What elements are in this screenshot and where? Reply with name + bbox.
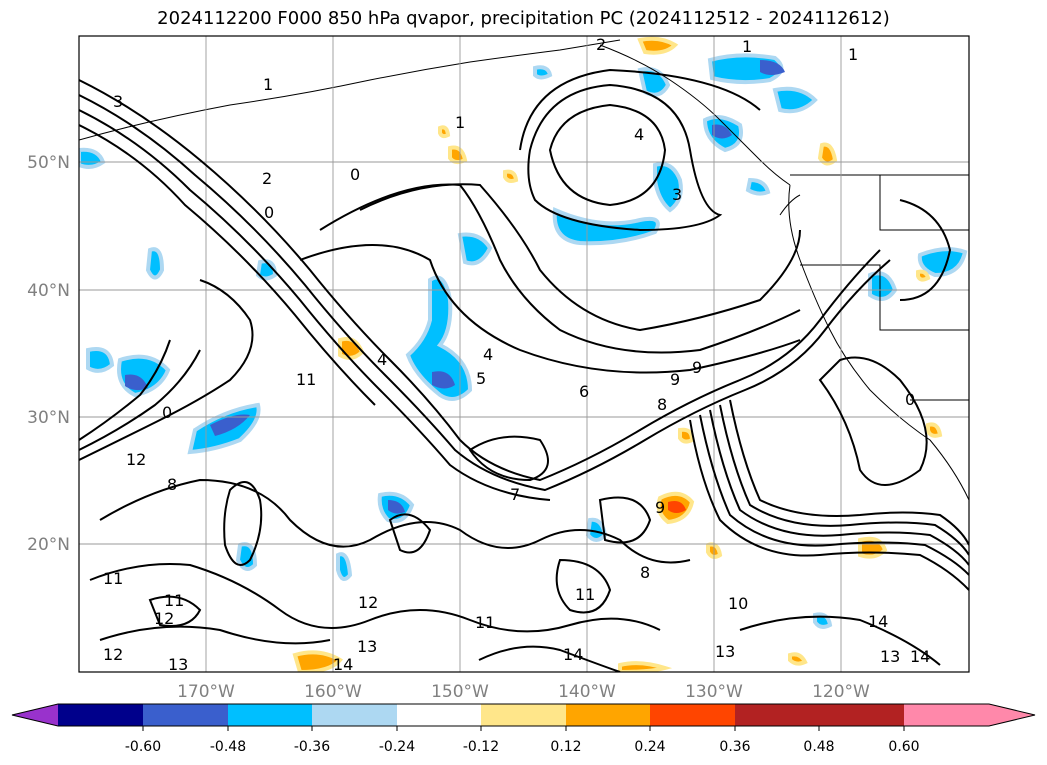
contour-label: 12 — [358, 593, 378, 612]
contour-label: 9 — [670, 370, 680, 389]
contour-label: 3 — [672, 185, 682, 204]
contour-label: 1 — [848, 45, 858, 64]
contour-label-group: 1 1 1 1 2 2 3 3 4 4 4 5 6 7 8 8 8 9 9 9 … — [103, 35, 930, 674]
contour-label: 2 — [262, 169, 272, 188]
contour-label: 14 — [333, 655, 353, 674]
contour-label: 11 — [296, 370, 316, 389]
contour-label: 1 — [455, 113, 465, 132]
contour-label: 3 — [113, 92, 123, 111]
contour-label: 11 — [164, 591, 184, 610]
map-area[interactable] — [79, 36, 969, 672]
colorbar-tick-label: -0.12 — [463, 739, 499, 755]
colorbar: -0.60 -0.48 -0.36 -0.24 -0.12 0.12 0.24 … — [11, 703, 1036, 755]
colorbar-segment — [228, 704, 312, 726]
colorbar-tick-label: -0.60 — [125, 739, 161, 755]
lat-label: 30°N — [27, 408, 70, 428]
contour-label: 8 — [640, 563, 650, 582]
colorbar-outline — [11, 703, 1036, 727]
colorbar-tick-label: -0.36 — [294, 739, 330, 755]
contour-label: 4 — [483, 345, 493, 364]
contour-label: 1 — [742, 37, 752, 56]
lon-label: 120°W — [812, 682, 870, 702]
contour-label: 4 — [377, 350, 387, 369]
lon-label: 130°W — [685, 682, 743, 702]
colorbar-left-extension — [12, 704, 58, 726]
colorbar-right-extension — [904, 704, 1035, 726]
graticule — [79, 36, 969, 672]
colorbar-segment — [566, 704, 650, 726]
contour-label: 8 — [167, 475, 177, 494]
contour-label: 2 — [596, 35, 606, 54]
contour-label: 13 — [880, 647, 900, 666]
colorbar-tick-label: 0.36 — [719, 739, 750, 755]
contour-label: 5 — [476, 369, 486, 388]
contour-label: 0 — [905, 390, 915, 409]
contour-label: 8 — [657, 395, 667, 414]
latitude-labels: 50°N 40°N 30°N 20°N — [27, 153, 70, 555]
colorbar-tick-marks — [142, 726, 905, 731]
contour-label: 12 — [126, 450, 146, 469]
contour-label: 14 — [910, 647, 930, 666]
contour-label: 11 — [103, 569, 123, 588]
contour-label: 14 — [563, 645, 583, 664]
precip-fill-layer — [79, 36, 968, 672]
contour-label: 0 — [350, 165, 360, 184]
contour-label: 6 — [579, 382, 589, 401]
lon-label: 160°W — [304, 682, 362, 702]
lon-label: 140°W — [558, 682, 616, 702]
lat-label: 40°N — [27, 281, 70, 301]
colorbar-tick-label: -0.48 — [210, 739, 246, 755]
colorbar-segment — [397, 704, 481, 726]
contour-label: 12 — [103, 645, 123, 664]
contour-label: 11 — [475, 613, 495, 632]
contour-label: 7 — [510, 485, 520, 504]
map-frame — [78, 35, 970, 673]
colorbar-segment — [58, 704, 143, 726]
colorbar-segment — [650, 704, 735, 726]
contour-label: 10 — [728, 594, 748, 613]
coastline-layer — [79, 39, 969, 501]
colorbar-tick-label: 0.48 — [803, 739, 834, 755]
contour-label: 13 — [168, 655, 188, 674]
contour-label: 14 — [868, 612, 888, 631]
contour-label: 12 — [154, 609, 174, 628]
colorbar-tick-label: 0.60 — [888, 739, 919, 755]
colorbar-right-segment — [819, 704, 904, 726]
lon-label: 150°W — [431, 682, 489, 702]
contour-label: 11 — [575, 585, 595, 604]
contour-label: 13 — [715, 642, 735, 661]
colorbar-segment — [312, 704, 397, 726]
qvapor-contours — [79, 68, 969, 672]
colorbar-segment — [481, 704, 566, 726]
colorbar-segment — [735, 704, 819, 726]
lat-label: 50°N — [27, 153, 70, 173]
contour-label: 1 — [263, 75, 273, 94]
colorbar-segment — [143, 704, 228, 726]
contour-label: 4 — [634, 125, 644, 144]
contour-label: 9 — [692, 358, 702, 377]
lon-label: 170°W — [177, 682, 235, 702]
colorbar-tick-label: 0.24 — [634, 739, 665, 755]
colorbar-tick-label: 0.12 — [550, 739, 581, 755]
longitude-labels: 170°W 160°W 150°W 140°W 130°W 120°W — [177, 682, 870, 702]
colorbar-ticks: -0.60 -0.48 -0.36 -0.24 -0.12 0.12 0.24 … — [125, 739, 920, 755]
lat-label: 20°N — [27, 535, 70, 555]
colorbar-tick-label: -0.24 — [379, 739, 415, 755]
contour-label: 13 — [357, 637, 377, 656]
contour-label: 0 — [162, 403, 172, 422]
contour-label: 9 — [655, 498, 665, 517]
page-title: 2024112200 F000 850 hPa qvapor, precipit… — [157, 8, 890, 29]
contour-label: 0 — [264, 203, 274, 222]
